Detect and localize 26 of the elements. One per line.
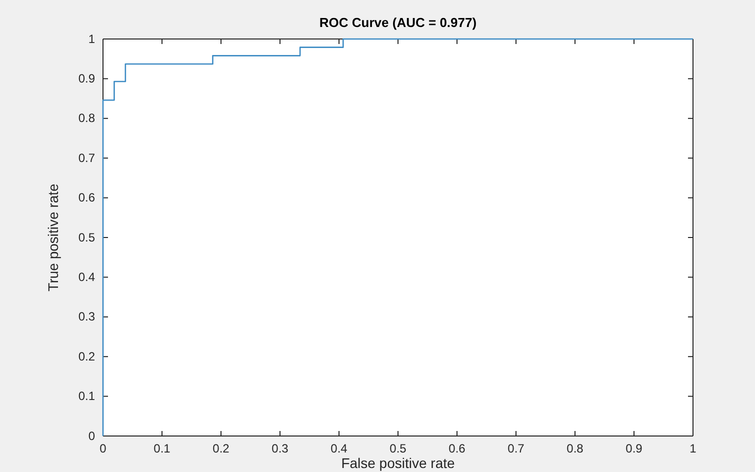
y-tick-label: 0.8	[78, 111, 96, 126]
x-tick-label: 0.6	[448, 442, 466, 456]
x-tick-label: 0.7	[508, 442, 525, 456]
x-tick-label: 0.5	[390, 442, 407, 456]
x-tick-label: 1	[690, 442, 697, 456]
x-tick-label: 0.9	[626, 442, 643, 456]
y-tick-label: 0	[88, 428, 96, 443]
y-tick-label: 1	[88, 32, 96, 46]
x-tick-label: 0	[100, 442, 107, 456]
y-tick-label: 0.6	[78, 190, 96, 205]
y-tick-label: 0.1	[78, 389, 96, 404]
x-axis-title: False positive rate	[341, 455, 456, 471]
x-tick-label: 0.8	[566, 442, 584, 456]
y-tick-label: 0.4	[78, 270, 96, 284]
x-tick-label: 0.3	[272, 442, 289, 456]
chart-title: ROC Curve (AUC = 0.977)	[319, 15, 477, 30]
line-series	[102, 38, 694, 437]
y-axis-title: True positive rate	[45, 183, 61, 292]
y-tick-label: 0.3	[78, 310, 96, 324]
x-tick-label: 0.4	[330, 442, 348, 456]
y-tick-label: 0.9	[78, 72, 96, 86]
y-tick-label: 0.7	[78, 150, 96, 165]
y-tick-label: 0.5	[78, 230, 96, 244]
y-tick-label: 0.2	[78, 349, 96, 364]
x-tick-label: 0.2	[212, 442, 230, 456]
x-tick-label: 0.1	[154, 442, 171, 456]
